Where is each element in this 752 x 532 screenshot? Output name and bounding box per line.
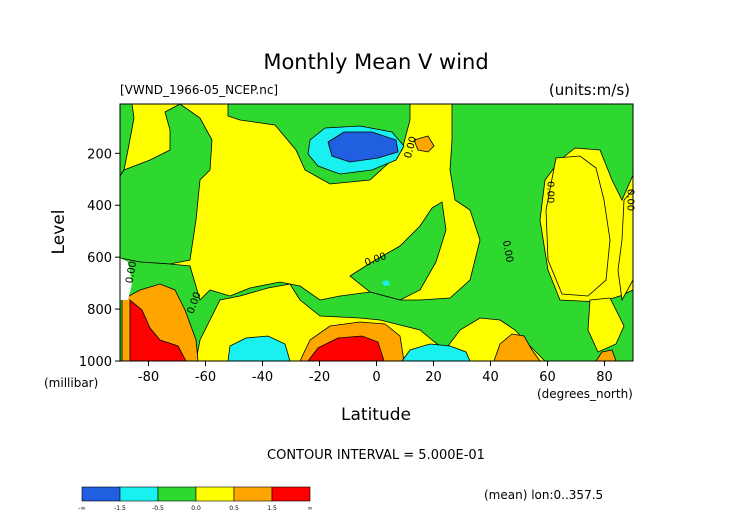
band-white-missing — [120, 258, 132, 300]
y-tick-label: 200 — [87, 147, 112, 162]
y-axis-label: Level — [49, 210, 69, 255]
x-axis: -80 -60 -40 -20 0 20 40 60 80 — [138, 361, 613, 385]
band-red-lower-central — [307, 335, 385, 361]
contour-labels: 0.000.000.000.00 0.000.00 0.00 — [124, 135, 635, 315]
band-orange-lower-far-east — [595, 349, 617, 361]
band-cyan-small — [382, 280, 390, 286]
dataset-label: [VWND_1966-05_NCEP.nc] — [120, 83, 278, 97]
x-axis-label: Latitude — [341, 405, 411, 425]
colorbar-swatch — [195, 486, 235, 502]
contour-interval: CONTOUR INTERVAL = 5.000E-01 — [267, 448, 485, 463]
y-tick-label: 400 — [87, 199, 112, 214]
colorbar-label: -0.5 — [152, 505, 164, 512]
y-tick-label: 800 — [87, 303, 112, 318]
x-tick-label: -20 — [309, 370, 330, 385]
band-blue-core — [327, 131, 399, 163]
x-tick-label: 20 — [425, 370, 442, 385]
colorbar: -∞ -1.5 -0.5 0.0 0.5 1.5 ∞ — [78, 486, 313, 512]
footer-note: (mean) lon:0..357.5 — [484, 488, 603, 502]
contour-label: 0.00 — [624, 189, 635, 211]
chart-title: Monthly Mean V wind — [263, 50, 488, 74]
colorbar-swatch — [271, 486, 311, 502]
band-green-east — [120, 104, 633, 361]
band-red-lower-west — [129, 299, 187, 361]
colorbar-label: 1.5 — [267, 505, 277, 512]
colorbar-label: -1.5 — [114, 505, 126, 512]
y-tick-label: 1000 — [79, 355, 112, 370]
band-cyan-lower-west — [227, 335, 291, 361]
colorbar-label: 0.0 — [191, 505, 201, 512]
colorbar-label: -∞ — [78, 505, 85, 512]
x-tick-label: 60 — [539, 370, 556, 385]
colorbar-label: 0.5 — [229, 505, 239, 512]
x-tick-label: 80 — [596, 370, 613, 385]
y-axis: 200 400 600 800 1000 — [79, 147, 120, 370]
contour-field — [120, 104, 633, 361]
band-yellow-east-lower — [587, 297, 625, 353]
colorbar-swatch — [81, 486, 121, 502]
band-yellow-east-edge — [617, 189, 633, 302]
units-label: (units:m/s) — [549, 81, 630, 99]
band-orange-upper — [413, 135, 435, 153]
colorbar-label: ∞ — [308, 505, 313, 512]
colorbar-swatch — [157, 486, 197, 502]
x-tick-label: 0 — [372, 370, 380, 385]
band-cyan-lower-central — [401, 343, 471, 361]
contour-label: 0.00 — [124, 260, 139, 284]
x-tick-label: -80 — [138, 370, 159, 385]
x-tick-label: -40 — [252, 370, 273, 385]
contour-label: 0.00 — [500, 240, 515, 264]
band-green-topleft — [120, 104, 135, 177]
x-tick-label: 40 — [482, 370, 499, 385]
band-yellow-east-island — [545, 155, 611, 297]
x-tick-label: -60 — [195, 370, 216, 385]
colorbar-swatch — [233, 486, 273, 502]
contour-label: 0.00 — [545, 181, 556, 203]
y-tick-label: 600 — [87, 251, 112, 266]
x-axis-units: (degrees_north) — [537, 387, 633, 401]
y-axis-units: (millibar) — [44, 376, 98, 390]
band-orange-lower-east — [493, 333, 541, 361]
colorbar-swatch — [119, 486, 159, 502]
